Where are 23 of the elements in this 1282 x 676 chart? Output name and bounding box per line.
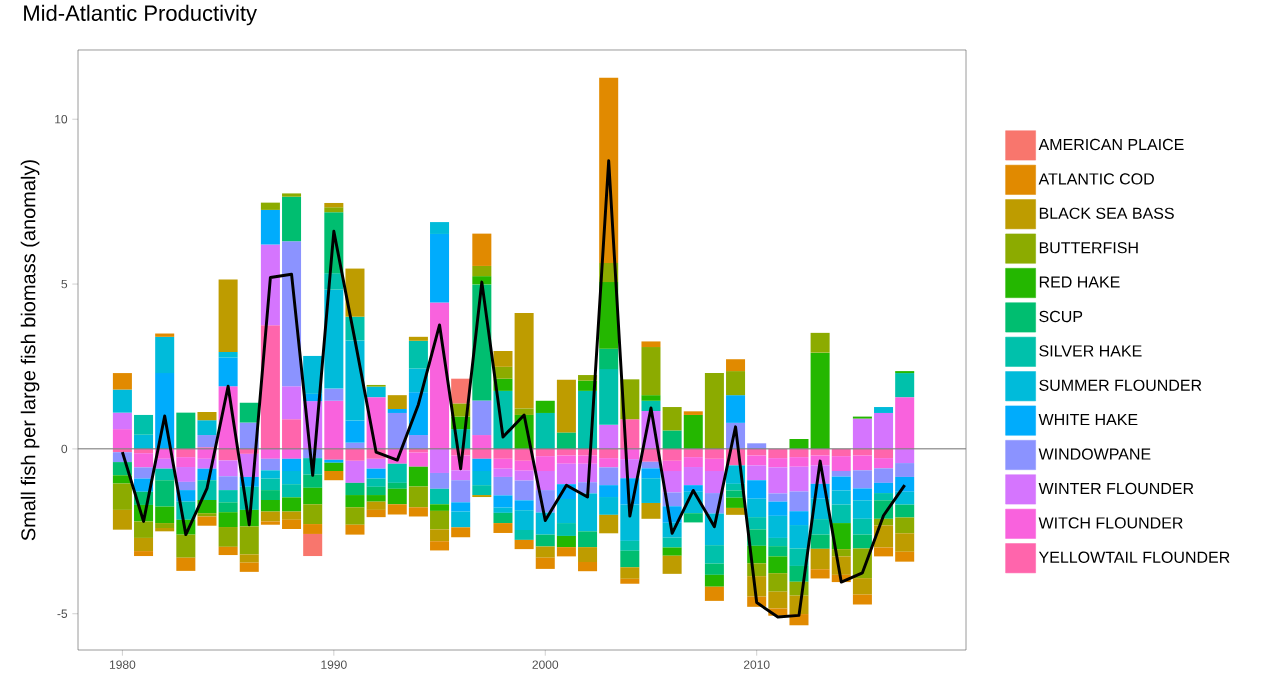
legend-label: RED HAKE [1039,276,1120,288]
legend-label: SILVER HAKE [1039,345,1142,357]
legend-label: WHITE HAKE [1038,414,1138,426]
legend-label: AMERICAN PLAICE [1038,138,1184,151]
legend-label: WINTER FLOUNDER [1038,482,1194,495]
y-tick-label: 10 [55,114,68,124]
legend-label: SUMMER FLOUNDER [1039,379,1202,391]
y-axis-title: Small fish per large fish biomass (anomaly) [20,160,40,541]
y-tick-label: -5 [57,609,68,618]
legend-label: BUTTERFISH [1039,242,1138,254]
legend-label: SCUP [1039,310,1083,323]
legend-label: WINDOWPANE [1038,448,1151,460]
x-tick-label: 2010 [743,660,770,669]
y-tick-label: 0 [61,444,68,454]
x-tick-label: 2000 [532,660,559,669]
legend-label: YELLOWTAIL FLOUNDER [1038,551,1230,563]
legend-label: ATLANTIC COD [1038,173,1154,185]
y-tick-label: 5 [61,279,68,289]
legend-label: WITCH FLOUNDER [1038,517,1183,529]
x-tick-label: 1980 [109,660,136,669]
legend-label: BLACK SEA BASS [1039,207,1174,219]
x-tick-label: 1990 [321,660,347,669]
chart-title: Mid-Atlantic Productivity [24,4,257,26]
